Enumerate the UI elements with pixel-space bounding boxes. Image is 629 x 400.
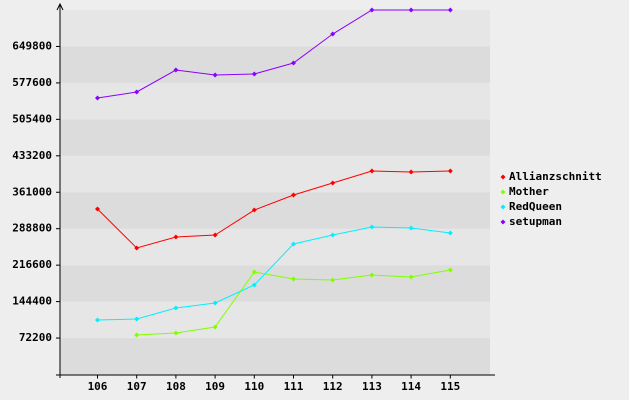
- point: [212, 300, 218, 306]
- x-tick-label: 106: [88, 380, 108, 393]
- point: [369, 224, 375, 230]
- x-tick-label: 111: [284, 380, 304, 393]
- series-line: [97, 226, 451, 321]
- plot-band: [60, 192, 490, 229]
- point: [330, 31, 336, 37]
- point: [408, 274, 414, 280]
- point: [173, 67, 179, 73]
- y-tick-label: 72200: [19, 331, 52, 344]
- legend-marker: [500, 204, 506, 210]
- point: [251, 282, 257, 288]
- plot-band: [60, 119, 490, 156]
- y-tick-label: 361000: [12, 185, 52, 198]
- plot-band: [60, 46, 490, 83]
- x-tick-label: 109: [205, 380, 225, 393]
- legend-label: Allianzschnitt: [509, 170, 602, 183]
- point: [369, 7, 375, 13]
- point: [251, 207, 257, 213]
- point: [330, 232, 336, 238]
- y-tick-label: 216600: [12, 258, 52, 271]
- point: [447, 267, 453, 273]
- point: [95, 95, 100, 101]
- y-tick-label: 288800: [12, 222, 52, 235]
- plot-band: [60, 338, 490, 375]
- x-tick-label: 114: [401, 380, 421, 393]
- point: [408, 7, 414, 13]
- point: [251, 269, 257, 275]
- y-tick-label: 577600: [12, 76, 52, 89]
- point: [212, 232, 218, 238]
- y-tick-label: 505400: [12, 112, 52, 125]
- point: [291, 192, 296, 198]
- point: [134, 245, 140, 251]
- plot-band: [60, 228, 490, 266]
- point: [95, 206, 100, 212]
- plot-band: [60, 82, 490, 120]
- point: [173, 234, 179, 240]
- y-tick-label: 649800: [12, 39, 52, 52]
- plot-band: [60, 265, 490, 302]
- point: [212, 324, 218, 330]
- point: [369, 168, 375, 174]
- point: [447, 7, 453, 13]
- plot-band: [60, 155, 490, 193]
- legend-label: RedQueen: [509, 200, 562, 213]
- point: [330, 277, 336, 283]
- point: [447, 230, 453, 236]
- series-line: [97, 170, 451, 249]
- plot-band: [60, 10, 490, 47]
- legend-marker: [500, 219, 506, 225]
- point: [212, 72, 218, 78]
- point: [330, 180, 336, 186]
- point: [291, 60, 296, 66]
- point: [173, 330, 179, 336]
- legend-marker: [500, 189, 506, 195]
- x-tick-label: 113: [362, 380, 382, 393]
- point: [134, 89, 140, 95]
- legend-label: setupman: [509, 215, 562, 228]
- y-tick-label: 144400: [12, 295, 52, 308]
- point: [408, 225, 414, 231]
- point: [134, 332, 140, 338]
- legend-label: Mother: [509, 185, 549, 198]
- x-tick-label: 110: [244, 380, 264, 393]
- y-axis-arrow: [56, 2, 64, 11]
- point: [291, 276, 296, 282]
- point: [95, 317, 100, 323]
- point: [408, 169, 414, 175]
- y-tick-label: 433200: [12, 149, 52, 162]
- x-tick-label: 107: [127, 380, 147, 393]
- point: [134, 316, 140, 322]
- series-line: [97, 9, 451, 99]
- plot-band: [60, 301, 490, 339]
- point: [369, 272, 375, 278]
- point: [251, 71, 257, 77]
- legend-marker: [500, 174, 506, 180]
- point: [173, 305, 179, 311]
- x-tick-label: 115: [440, 380, 460, 393]
- x-tick-label: 108: [166, 380, 186, 393]
- x-tick-label: 112: [323, 380, 343, 393]
- point: [291, 241, 296, 247]
- point: [447, 168, 453, 174]
